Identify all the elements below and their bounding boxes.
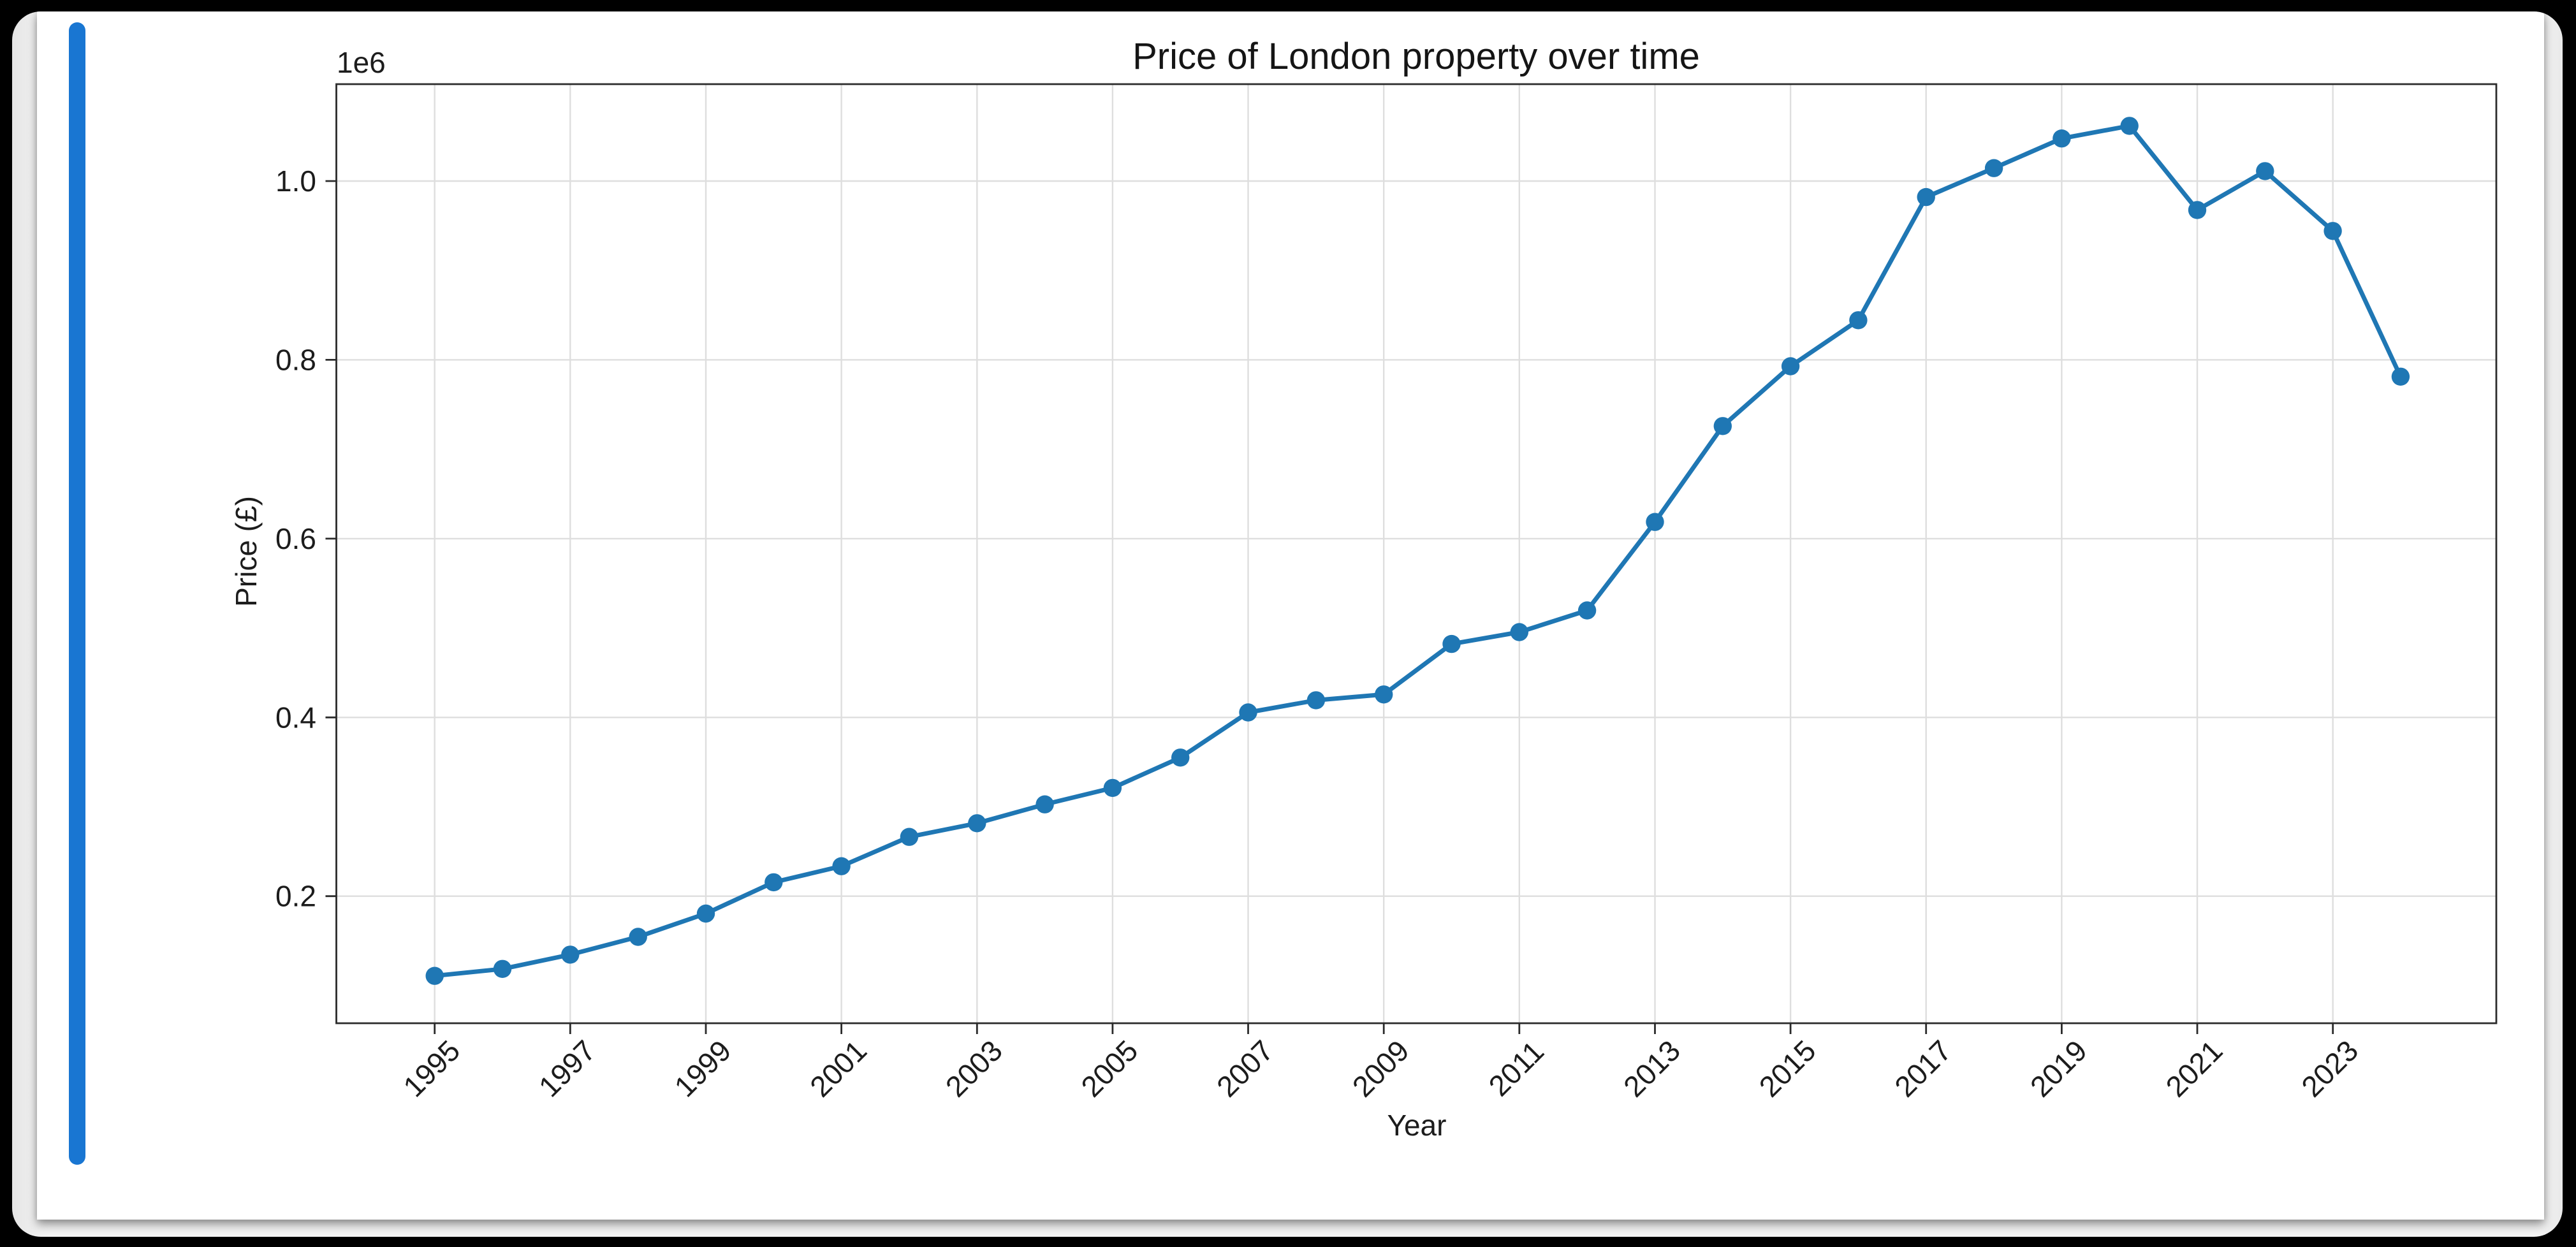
svg-text:2017: 2017 — [1888, 1033, 1958, 1103]
svg-text:0.8: 0.8 — [275, 343, 316, 376]
svg-text:Year: Year — [1387, 1109, 1447, 1142]
svg-text:1.0: 1.0 — [275, 164, 316, 198]
svg-text:2009: 2009 — [1346, 1033, 1416, 1103]
svg-text:2007: 2007 — [1210, 1033, 1280, 1103]
svg-text:1995: 1995 — [397, 1033, 466, 1103]
svg-text:2023: 2023 — [2295, 1033, 2364, 1103]
svg-text:1e6: 1e6 — [337, 46, 386, 79]
svg-text:1997: 1997 — [532, 1033, 602, 1103]
svg-text:2001: 2001 — [803, 1033, 873, 1103]
svg-text:0.2: 0.2 — [275, 880, 316, 913]
svg-text:2015: 2015 — [1753, 1033, 1822, 1103]
svg-text:Price (£): Price (£) — [230, 496, 263, 607]
svg-text:2011: 2011 — [1482, 1035, 1550, 1103]
svg-text:2021: 2021 — [2159, 1033, 2228, 1103]
svg-text:2019: 2019 — [2024, 1033, 2093, 1103]
svg-text:1999: 1999 — [668, 1033, 737, 1103]
svg-text:0.6: 0.6 — [275, 522, 316, 555]
svg-text:2013: 2013 — [1617, 1033, 1687, 1103]
svg-text:0.4: 0.4 — [275, 701, 316, 734]
svg-text:2005: 2005 — [1074, 1033, 1144, 1103]
svg-text:Price of London property over: Price of London property over time — [1132, 36, 1700, 77]
svg-text:2003: 2003 — [939, 1033, 1009, 1103]
